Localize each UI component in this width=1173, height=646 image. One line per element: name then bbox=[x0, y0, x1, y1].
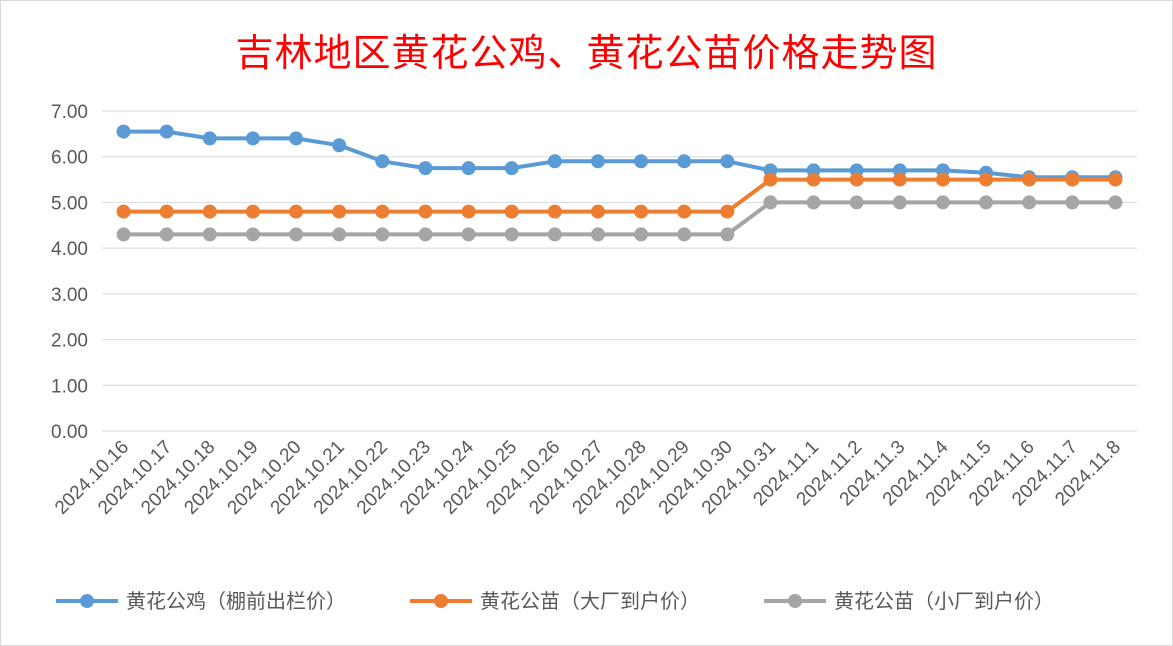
data-point bbox=[289, 131, 304, 146]
data-point bbox=[1108, 172, 1123, 187]
data-point bbox=[159, 124, 174, 139]
y-tick-label: 4.00 bbox=[51, 239, 88, 260]
series-line bbox=[123, 200, 1116, 237]
data-point bbox=[116, 124, 131, 139]
data-point bbox=[720, 227, 735, 242]
data-point bbox=[590, 204, 605, 219]
data-point bbox=[634, 204, 649, 219]
data-point bbox=[375, 204, 390, 219]
data-point bbox=[806, 172, 821, 187]
data-point bbox=[763, 172, 778, 187]
data-point bbox=[547, 154, 562, 169]
data-point bbox=[289, 227, 304, 242]
data-point bbox=[202, 131, 217, 146]
data-point bbox=[332, 227, 347, 242]
data-point bbox=[849, 195, 864, 210]
legend-label: 黄花公苗（小厂到户价） bbox=[834, 589, 1054, 613]
data-point bbox=[418, 161, 433, 176]
series-line bbox=[123, 177, 1116, 214]
data-point bbox=[935, 195, 950, 210]
data-point bbox=[461, 227, 476, 242]
data-point bbox=[375, 154, 390, 169]
data-point bbox=[1065, 195, 1080, 210]
data-point bbox=[1108, 195, 1123, 210]
data-point bbox=[332, 204, 347, 219]
data-point bbox=[504, 227, 519, 242]
y-tick-label: 3.00 bbox=[51, 285, 88, 306]
data-point bbox=[979, 195, 994, 210]
data-point bbox=[159, 204, 174, 219]
legend-swatch-marker bbox=[788, 594, 802, 608]
legend-swatch-marker bbox=[80, 594, 94, 608]
data-point bbox=[504, 161, 519, 176]
data-point bbox=[245, 227, 260, 242]
legend-label: 黄花公鸡（棚前出栏价） bbox=[126, 589, 346, 613]
data-point bbox=[245, 204, 260, 219]
y-tick-label: 2.00 bbox=[51, 331, 88, 352]
data-point bbox=[202, 204, 217, 219]
data-point bbox=[677, 204, 692, 219]
series-line bbox=[123, 129, 1116, 180]
data-point bbox=[1022, 172, 1037, 187]
data-point bbox=[677, 227, 692, 242]
data-point bbox=[547, 227, 562, 242]
data-point bbox=[806, 195, 821, 210]
y-tick-label: 6.00 bbox=[51, 148, 88, 169]
data-point bbox=[418, 204, 433, 219]
chart-title: 吉林地区黄花公鸡、黄花公苗价格走势图 bbox=[235, 31, 938, 75]
data-point bbox=[979, 172, 994, 187]
data-point bbox=[849, 172, 864, 187]
data-point bbox=[375, 227, 390, 242]
data-point bbox=[677, 154, 692, 169]
y-tick-label: 0.00 bbox=[51, 422, 88, 443]
data-point bbox=[202, 227, 217, 242]
data-point bbox=[504, 204, 519, 219]
data-point bbox=[418, 227, 433, 242]
data-point bbox=[590, 154, 605, 169]
y-tick-label: 7.00 bbox=[51, 102, 88, 123]
data-point bbox=[720, 204, 735, 219]
legend-swatch-marker bbox=[434, 594, 448, 608]
data-point bbox=[634, 154, 649, 169]
data-point bbox=[634, 227, 649, 242]
data-point bbox=[332, 138, 347, 153]
data-point bbox=[245, 131, 260, 146]
data-point bbox=[763, 195, 778, 210]
y-tick-label: 1.00 bbox=[51, 376, 88, 397]
data-point bbox=[590, 227, 605, 242]
data-point bbox=[1065, 172, 1080, 187]
legend-label: 黄花公苗（大厂到户价） bbox=[480, 589, 700, 613]
data-point bbox=[289, 204, 304, 219]
data-point bbox=[461, 204, 476, 219]
data-point bbox=[547, 204, 562, 219]
data-point bbox=[892, 195, 907, 210]
data-point bbox=[720, 154, 735, 169]
data-point bbox=[159, 227, 174, 242]
data-point bbox=[116, 227, 131, 242]
data-point bbox=[892, 172, 907, 187]
y-tick-label: 5.00 bbox=[51, 193, 88, 214]
data-point bbox=[1022, 195, 1037, 210]
data-point bbox=[461, 161, 476, 176]
data-point bbox=[935, 172, 950, 187]
data-point bbox=[116, 204, 131, 219]
